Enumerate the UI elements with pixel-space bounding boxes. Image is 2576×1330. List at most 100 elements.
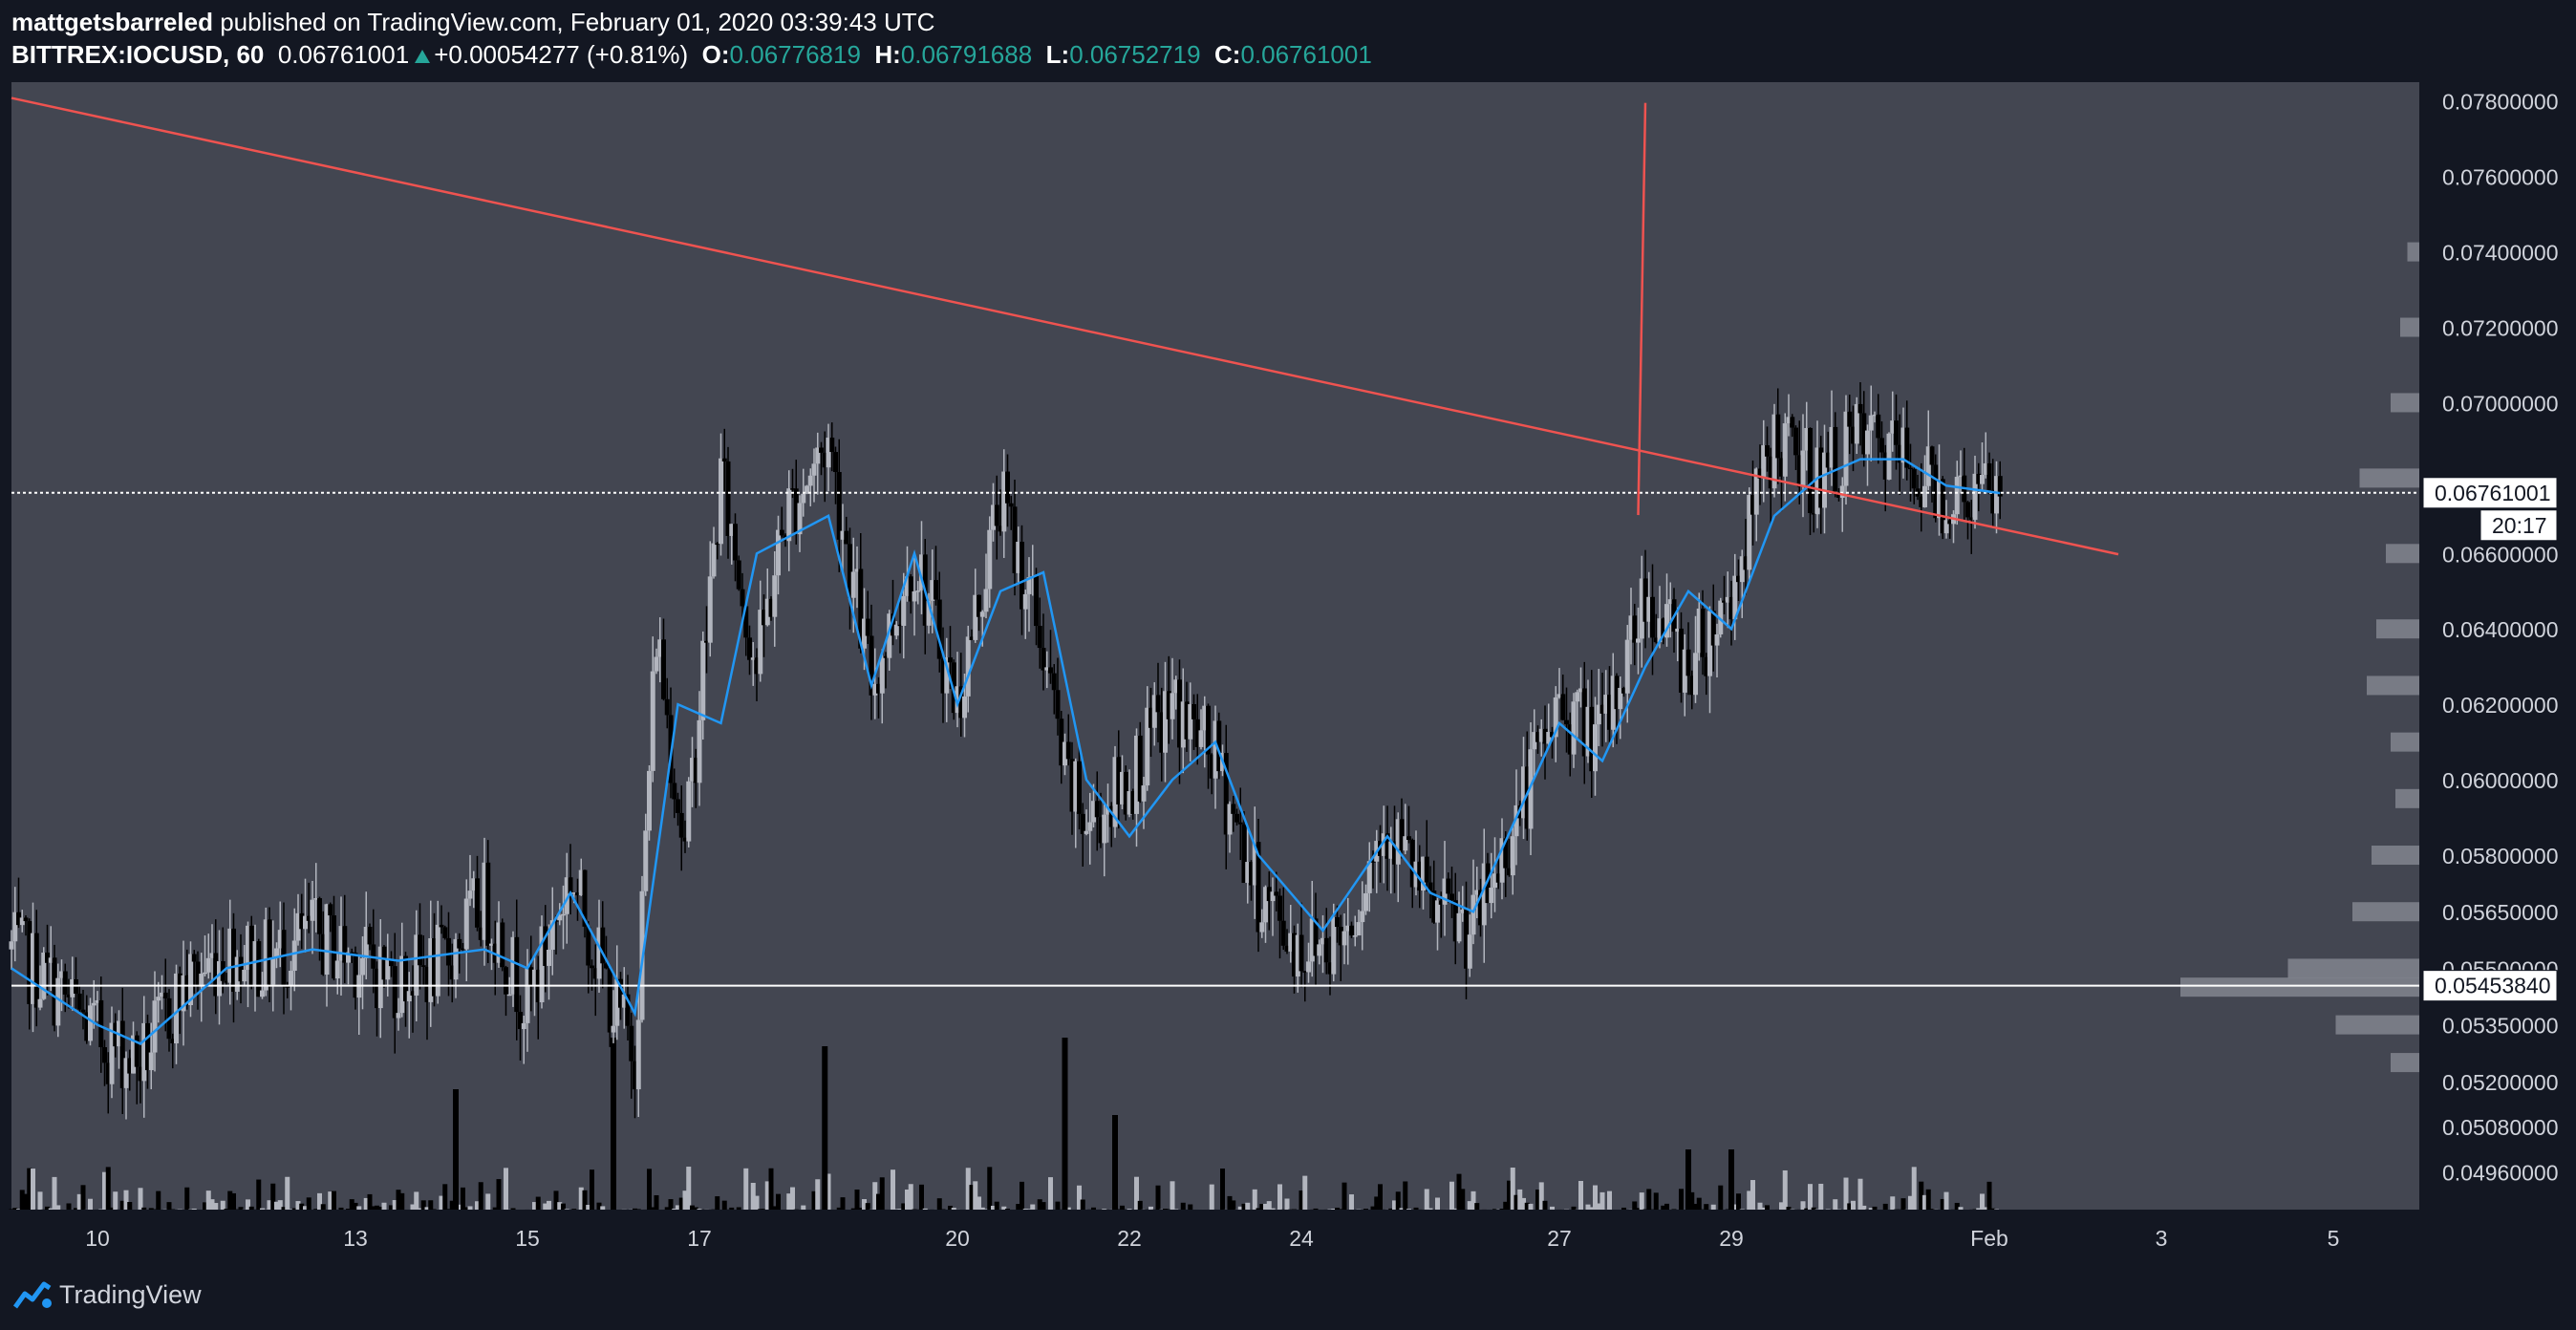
volume-bar: [776, 1193, 781, 1210]
x-tick-label: Feb: [1970, 1226, 2008, 1251]
candle-body: [1145, 707, 1150, 786]
candle-body: [729, 524, 735, 536]
candle-body: [1808, 427, 1813, 514]
volume-bar: [1808, 1184, 1813, 1210]
candle-body: [1890, 420, 1896, 434]
volume-bar: [1825, 1209, 1831, 1210]
candle-body: [707, 576, 713, 643]
candle-body: [1495, 873, 1501, 883]
candle-body: [553, 920, 559, 922]
candle-body: [801, 493, 806, 504]
candle-body: [500, 922, 505, 968]
volume-bar: [1804, 1208, 1810, 1210]
volume-bar: [1399, 1208, 1405, 1210]
volume-bar: [801, 1205, 806, 1210]
volume-bar: [1510, 1168, 1515, 1210]
volume-bar: [1636, 1208, 1641, 1210]
candle-body: [1983, 462, 1988, 475]
candle-body: [940, 658, 946, 694]
volume-bar: [1919, 1181, 1924, 1210]
price-chart[interactable]: 0.07800000 0.07600000 0.07400000 0.07200000…: [0, 82, 2576, 1265]
candle-body: [1811, 513, 1816, 515]
volume-bar: [396, 1190, 401, 1210]
candle-body: [1059, 719, 1064, 766]
open-value: 0.06776819: [729, 40, 861, 69]
volume-bar: [1779, 1202, 1784, 1210]
author-name[interactable]: mattgetsbarreled: [11, 8, 213, 36]
candle-body: [1223, 753, 1229, 835]
candle-body: [1628, 615, 1634, 640]
candle-body: [489, 943, 494, 946]
candle-body: [1424, 856, 1429, 883]
volume-bar: [1263, 1203, 1268, 1210]
volume-bar: [338, 1207, 344, 1210]
candle-body: [1008, 503, 1014, 507]
volume-bar: [729, 1207, 735, 1210]
volume-bar: [317, 1192, 322, 1210]
candle-body: [1804, 427, 1810, 451]
candle-body: [893, 624, 899, 636]
volume-bar: [1173, 1209, 1179, 1210]
volume-bar: [1155, 1185, 1161, 1210]
candle-body: [317, 898, 322, 934]
volume-bar: [1739, 1209, 1745, 1210]
candle-body: [582, 869, 588, 927]
symbol-name[interactable]: BITTREX:IOCUSD, 60: [11, 40, 265, 69]
volume-bar: [27, 1168, 32, 1210]
candle-body: [826, 438, 831, 468]
volume-bar: [891, 1169, 895, 1210]
candle-body: [1868, 415, 1874, 431]
volume-bar: [377, 1206, 383, 1210]
candle-body: [439, 924, 444, 928]
high-value: 0.06791688: [900, 40, 1033, 69]
volume-bar: [553, 1191, 559, 1210]
volume-profile-bar: [2335, 1015, 2419, 1035]
candle-body: [1259, 922, 1265, 933]
volume-bar: [850, 1208, 856, 1210]
volume-bar: [80, 1185, 86, 1210]
candle-body: [1080, 813, 1085, 834]
candle-body: [1954, 477, 1960, 515]
volume-bar: [295, 1201, 301, 1210]
candle-body: [1750, 495, 1755, 515]
close-label: C:: [1214, 40, 1241, 69]
candle-body: [1535, 732, 1540, 742]
candle-body: [12, 912, 18, 942]
volume-bar: [721, 1200, 727, 1210]
candle-body: [324, 904, 330, 976]
candle-body: [134, 1035, 140, 1067]
candle-body: [313, 898, 319, 900]
candle-body: [776, 529, 781, 576]
candle-body: [1929, 446, 1935, 465]
tradingview-brand[interactable]: TradingView: [59, 1280, 202, 1309]
volume-bar: [23, 1193, 29, 1210]
candle-body: [1693, 653, 1698, 696]
candle-body: [1044, 667, 1050, 671]
tradingview-logo-icon[interactable]: [11, 1278, 54, 1311]
candle-body: [55, 977, 61, 1026]
volume-bar: [1679, 1189, 1684, 1210]
volume-bar: [1843, 1177, 1849, 1210]
volume-profile-bar: [2391, 1053, 2419, 1073]
volume-bar: [826, 1173, 831, 1210]
candle-body: [1722, 600, 1727, 603]
candle-body: [621, 994, 627, 1008]
candle-body: [973, 594, 978, 640]
x-tick-label: 15: [515, 1226, 540, 1251]
y-tick-label: 0.07200000: [2442, 316, 2559, 341]
plot-area[interactable]: [11, 82, 2419, 1210]
volume-bar: [281, 1207, 287, 1210]
candle-body: [1822, 452, 1827, 508]
volume-bar: [879, 1177, 885, 1210]
candle-body: [1108, 805, 1114, 827]
volume-bar: [672, 1208, 677, 1210]
candle-body: [1012, 506, 1018, 573]
candle-body: [571, 892, 577, 894]
candle-body: [1227, 804, 1233, 835]
y-tick-label: 0.06200000: [2442, 693, 2559, 718]
candle-body: [1897, 444, 1902, 463]
candle-body: [16, 912, 21, 926]
candle-body: [1829, 426, 1835, 468]
candle-body: [1460, 910, 1466, 913]
volume-bar: [256, 1179, 262, 1210]
